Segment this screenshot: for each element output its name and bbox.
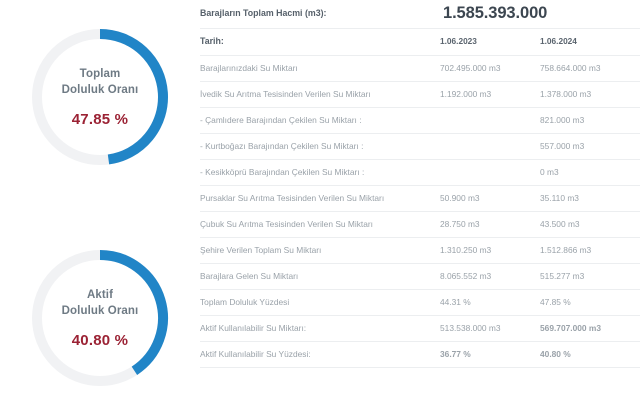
donut-svg-aktif xyxy=(32,250,168,386)
water-data-table: Barajların Toplam Hacmi (m3): 1.585.393.… xyxy=(200,0,640,368)
gauge-title-line2: Doluluk Oranı xyxy=(61,84,139,96)
row-label: Aktif Kullanılabilir Su Miktarı: xyxy=(200,315,440,342)
row-label: - Çamlıdere Barajından Çekilen Su Miktar… xyxy=(200,107,440,134)
row-value-2023 xyxy=(440,107,540,134)
row-value-2023: 36.77 % xyxy=(440,341,540,368)
gauge-title-line1: Toplam xyxy=(79,68,121,80)
gauge-toplam-doluluk-orani: Toplam Doluluk Oranı 47.85 % xyxy=(0,14,200,189)
table-row: Barajlarınızdaki Su Miktarı 702.495.000 m… xyxy=(200,55,640,82)
row-value-2024: 1.512.866 m3 xyxy=(540,237,640,264)
row-label: - Kurtboğazı Barajından Çekilen Su Mikta… xyxy=(200,133,440,160)
row-value-2023: 28.750 m3 xyxy=(440,211,540,238)
gauge-aktif-doluluk-orani: Aktif Doluluk Oranı 40.80 % xyxy=(0,235,200,410)
row-value-2024: 47.85 % xyxy=(540,289,640,316)
table-row: Aktif Kullanılabilir Su Yüzdesi: 36.77 % 4… xyxy=(200,341,640,368)
row-value-2023: 1.310.250 m3 xyxy=(440,237,540,264)
row-value-2024: 758.664.000 m3 xyxy=(540,55,640,82)
donut-arc-toplam xyxy=(99,29,168,165)
total-volume-value: 1.585.393.000 xyxy=(440,0,640,29)
gauge-value-toplam: 47.85 % xyxy=(71,111,129,128)
table-row: Şehire Verilen Toplam Su Miktarı 1.310.25… xyxy=(200,237,640,264)
gauge-chart-toplam xyxy=(27,22,173,172)
table-row: Çubuk Su Arıtma Tesisinden Verilen Su Mi… xyxy=(200,211,640,238)
row-label: - Kesikköprü Barajından Çekilen Su Mikta… xyxy=(200,159,440,186)
gauge-value-aktif: 40.80 % xyxy=(71,332,129,349)
table-row-total-volume: Barajların Toplam Hacmi (m3): 1.585.393.… xyxy=(200,0,640,29)
column-header-2023: 1.06.2023 xyxy=(440,28,540,56)
donut-arc-aktif xyxy=(99,250,168,375)
date-row-label: Tarih: xyxy=(200,28,440,56)
row-value-2024: 1.378.000 m3 xyxy=(540,81,640,108)
row-value-2023: 8.065.552 m3 xyxy=(440,263,540,290)
gauge-title-aktif: Aktif Doluluk Oranı xyxy=(62,287,139,319)
gauge-title-toplam: Toplam Doluluk Oranı xyxy=(62,66,139,98)
total-volume-label: Barajların Toplam Hacmi (m3): xyxy=(200,0,440,29)
row-label: Şehire Verilen Toplam Su Miktarı xyxy=(200,237,440,264)
row-value-2024: 43.500 m3 xyxy=(540,211,640,238)
table-row-date-header: Tarih: 1.06.2023 1.06.2024 xyxy=(200,28,640,56)
gauge-column: Toplam Doluluk Oranı 47.85 % Aktif Dolul… xyxy=(0,0,200,415)
row-label: Toplam Doluluk Yüzdesi xyxy=(200,289,440,316)
row-label: Barajlara Gelen Su Miktarı xyxy=(200,263,440,290)
row-label: Aktif Kullanılabilir Su Yüzdesi: xyxy=(200,341,440,368)
row-value-2023 xyxy=(440,133,540,160)
table-row: Toplam Doluluk Yüzdesi 44.31 % 47.85 % xyxy=(200,289,640,316)
water-data-table-wrap: Barajların Toplam Hacmi (m3): 1.585.393.… xyxy=(200,0,640,415)
row-label: İvedik Su Arıtma Tesisinden Verilen Su M… xyxy=(200,81,440,108)
table-body: Barajların Toplam Hacmi (m3): 1.585.393.… xyxy=(200,0,640,368)
table-row: - Çamlıdere Barajından Çekilen Su Miktar… xyxy=(200,107,640,134)
row-value-2024: 40.80 % xyxy=(540,341,640,368)
row-value-2024: 569.707.000 m3 xyxy=(540,315,640,342)
table-row: Aktif Kullanılabilir Su Miktarı: 513.538.… xyxy=(200,315,640,342)
row-value-2024: 0 m3 xyxy=(540,159,640,186)
row-value-2024: 557.000 m3 xyxy=(540,133,640,160)
gauge-title-line2: Doluluk Oranı xyxy=(61,305,139,317)
row-label: Pursaklar Su Arıtma Tesisinden Verilen S… xyxy=(200,185,440,212)
column-header-2024: 1.06.2024 xyxy=(540,28,640,56)
gauge-center-text-aktif: Aktif Doluluk Oranı 40.80 % xyxy=(27,243,173,393)
table-row: Barajlara Gelen Su Miktarı 8.065.552 m3 51… xyxy=(200,263,640,290)
gauge-title-line1: Aktif xyxy=(86,289,114,301)
row-value-2023: 44.31 % xyxy=(440,289,540,316)
gauge-center-text-toplam: Toplam Doluluk Oranı 47.85 % xyxy=(27,22,173,172)
row-label: Çubuk Su Arıtma Tesisinden Verilen Su Mi… xyxy=(200,211,440,238)
row-value-2023: 1.192.000 m3 xyxy=(440,81,540,108)
row-value-2024: 35.110 m3 xyxy=(540,185,640,212)
row-value-2024: 821.000 m3 xyxy=(540,107,640,134)
row-label: Barajlarınızdaki Su Miktarı xyxy=(200,55,440,82)
donut-svg-toplam xyxy=(32,29,168,165)
row-value-2023: 702.495.000 m3 xyxy=(440,55,540,82)
row-value-2024: 515.277 m3 xyxy=(540,263,640,290)
row-value-2023: 513.538.000 m3 xyxy=(440,315,540,342)
table-row: - Kesikköprü Barajından Çekilen Su Mikta… xyxy=(200,159,640,186)
table-row: Pursaklar Su Arıtma Tesisinden Verilen S… xyxy=(200,185,640,212)
row-value-2023: 50.900 m3 xyxy=(440,185,540,212)
gauge-chart-aktif xyxy=(27,243,173,393)
table-row: - Kurtboğazı Barajından Çekilen Su Mikta… xyxy=(200,133,640,160)
row-value-2023 xyxy=(440,159,540,186)
table-row: İvedik Su Arıtma Tesisinden Verilen Su M… xyxy=(200,81,640,108)
